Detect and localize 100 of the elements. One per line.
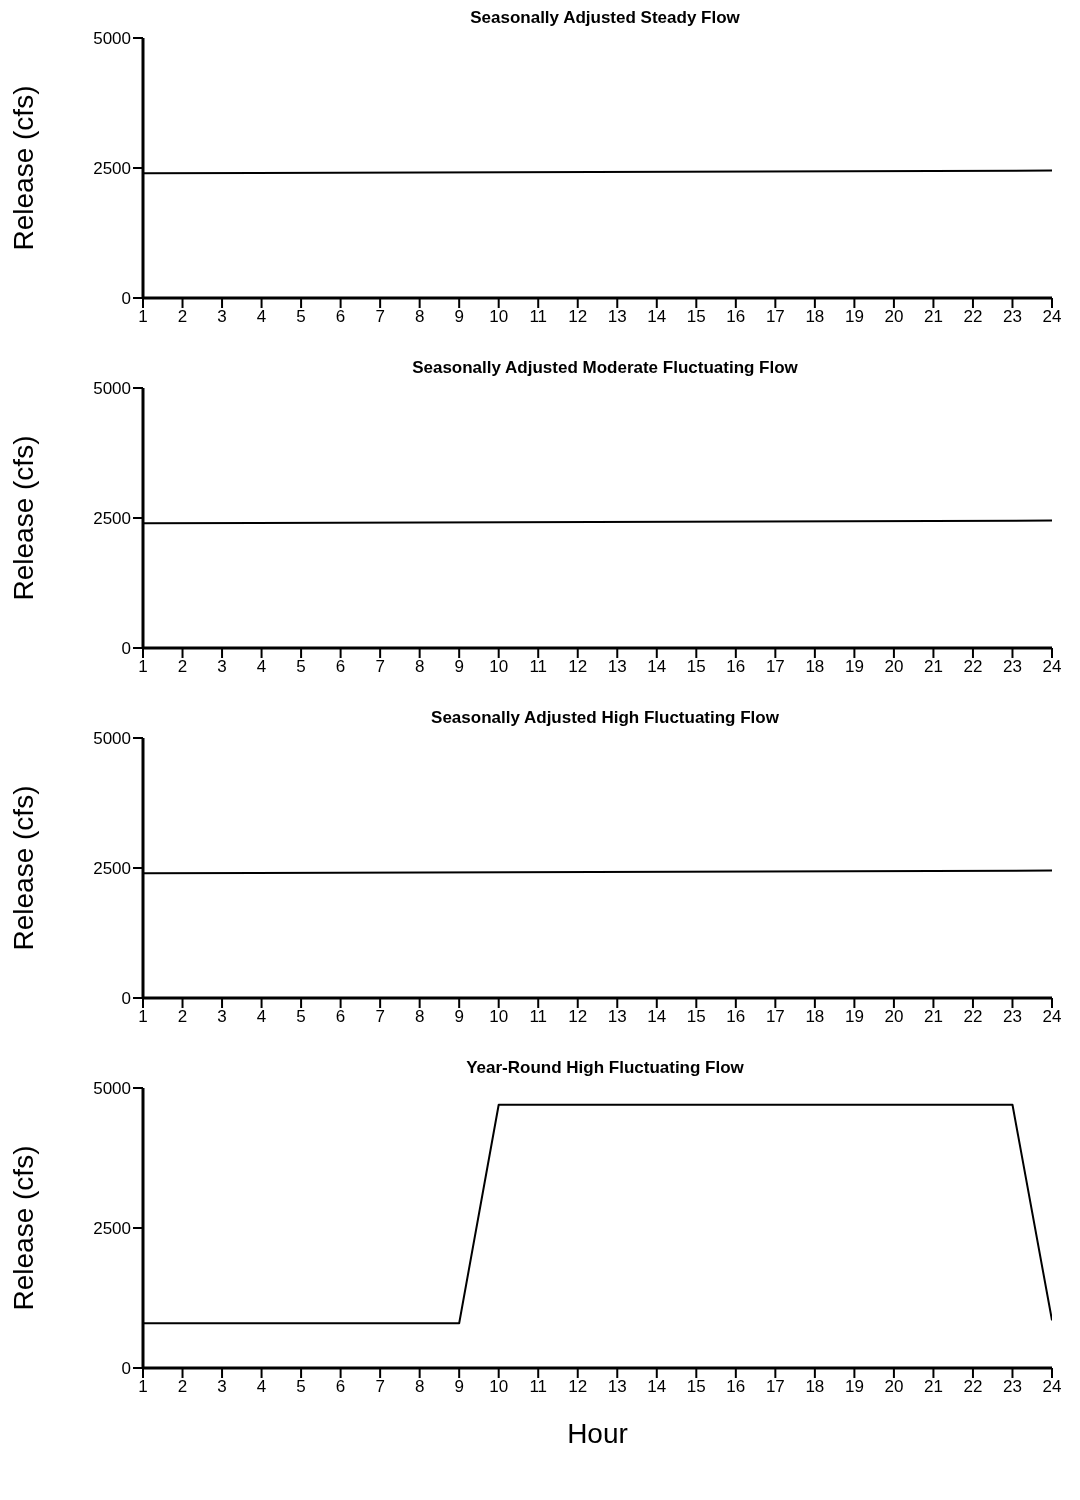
x-tick-label: 22 (963, 657, 983, 677)
y-axis-title: Release (cfs) (7, 785, 39, 951)
x-tick-label: 20 (884, 1007, 904, 1027)
x-tick-label: 21 (923, 307, 943, 327)
x-tick-label: 14 (647, 657, 667, 677)
x-tick-label: 18 (805, 307, 825, 327)
x-tick-label: 24 (1042, 307, 1062, 327)
x-tick-label: 15 (686, 1007, 706, 1027)
x-tick-label: 23 (1003, 657, 1022, 677)
x-tick-label: 22 (963, 1007, 983, 1027)
x-tick-label: 3 (217, 1007, 227, 1027)
y-axis-title: Release (cfs) (7, 1145, 39, 1311)
x-tick-label: 13 (607, 1377, 627, 1397)
x-tick-label: 7 (375, 307, 385, 327)
x-tick-label: 23 (1003, 307, 1022, 327)
x-tick-label: 4 (256, 657, 267, 677)
x-tick-label: 17 (765, 1007, 785, 1027)
x-tick-label: 9 (454, 1007, 464, 1027)
y-tick-label: 5000 (93, 379, 131, 399)
x-tick-label: 21 (923, 1007, 943, 1027)
y-tick-label: 0 (121, 289, 131, 309)
x-tick-label: 8 (414, 307, 425, 327)
x-tick-label: 12 (568, 1377, 588, 1397)
x-tick-label: 5 (296, 1007, 306, 1027)
x-tick-label: 12 (568, 657, 588, 677)
x-tick-label: 4 (256, 1007, 267, 1027)
x-tick-label: 9 (454, 657, 464, 677)
x-tick-label: 12 (568, 307, 588, 327)
y-tick-label: 2500 (93, 159, 131, 179)
y-tick-label: 2500 (93, 509, 131, 529)
x-tick-label: 18 (805, 1377, 825, 1397)
y-tick-label: 5000 (93, 29, 131, 49)
y-tick-label: 2500 (93, 1219, 131, 1239)
x-tick-label: 1 (138, 657, 148, 677)
x-tick-label: 16 (726, 657, 746, 677)
x-tick-label: 11 (529, 657, 548, 677)
chart-title: Year-Round High Fluctuating Flow (465, 1058, 745, 1078)
x-tick-label: 15 (686, 1377, 706, 1397)
x-tick-label: 16 (726, 307, 746, 327)
x-axis-title: Hour (567, 1418, 628, 1449)
x-tick-label: 12 (568, 1007, 588, 1027)
x-tick-label: 15 (686, 657, 706, 677)
x-tick-label: 14 (647, 307, 667, 327)
x-tick-label: 10 (489, 1007, 509, 1027)
x-tick-label: 14 (647, 1007, 667, 1027)
x-tick-label: 21 (923, 657, 943, 677)
x-tick-label: 9 (454, 307, 464, 327)
x-tick-label: 10 (489, 1377, 509, 1397)
y-tick-label: 0 (121, 1359, 131, 1379)
x-tick-label: 21 (923, 1377, 943, 1397)
x-tick-label: 13 (607, 1007, 627, 1027)
x-tick-label: 2 (177, 657, 188, 677)
y-axis-title: Release (cfs) (7, 85, 39, 251)
x-tick-label: 17 (765, 1377, 785, 1397)
x-tick-label: 10 (489, 307, 509, 327)
chart-title: Seasonally Adjusted Steady Flow (469, 8, 741, 28)
x-tick-label: 17 (765, 657, 785, 677)
x-tick-label: 3 (217, 657, 227, 677)
chart-title: Seasonally Adjusted Moderate Fluctuating Flow (411, 358, 799, 378)
x-tick-label: 8 (414, 657, 425, 677)
x-tick-label: 2 (177, 1377, 188, 1397)
y-axis-title: Release (cfs) (7, 435, 39, 601)
x-tick-label: 20 (884, 657, 904, 677)
x-tick-label: 23 (1003, 1377, 1022, 1397)
x-tick-label: 11 (529, 1007, 548, 1027)
x-tick-label: 16 (726, 1377, 746, 1397)
x-tick-label: 19 (844, 1377, 864, 1397)
x-tick-label: 24 (1042, 1377, 1062, 1397)
x-tick-label: 7 (375, 1377, 385, 1397)
x-tick-label: 17 (765, 307, 785, 327)
x-tick-label: 24 (1042, 657, 1062, 677)
x-tick-label: 9 (454, 1377, 464, 1397)
x-tick-label: 6 (335, 1007, 346, 1027)
x-tick-label: 5 (296, 1377, 306, 1397)
x-tick-label: 2 (177, 1007, 188, 1027)
x-tick-label: 4 (256, 307, 267, 327)
x-tick-label: 23 (1003, 1007, 1022, 1027)
x-tick-label: 16 (726, 1007, 746, 1027)
x-tick-label: 5 (296, 657, 306, 677)
x-tick-label: 24 (1042, 1007, 1062, 1027)
x-tick-label: 11 (529, 1377, 548, 1397)
x-tick-label: 20 (884, 307, 904, 327)
x-tick-label: 6 (335, 1377, 346, 1397)
x-tick-label: 6 (335, 307, 346, 327)
x-tick-label: 3 (217, 1377, 227, 1397)
x-tick-label: 19 (844, 1007, 864, 1027)
x-tick-label: 2 (177, 307, 188, 327)
x-tick-label: 1 (138, 1007, 148, 1027)
x-tick-label: 19 (844, 307, 864, 327)
y-tick-label: 5000 (93, 1079, 131, 1099)
x-tick-label: 19 (844, 657, 864, 677)
x-tick-label: 8 (414, 1377, 425, 1397)
x-tick-label: 14 (647, 1377, 667, 1397)
y-tick-label: 2500 (93, 859, 131, 879)
x-tick-label: 20 (884, 1377, 904, 1397)
x-tick-label: 6 (335, 657, 346, 677)
x-tick-label: 15 (686, 307, 706, 327)
x-tick-label: 13 (607, 657, 627, 677)
chart-title: Seasonally Adjusted High Fluctuating Flow (430, 708, 780, 728)
x-tick-label: 1 (138, 307, 148, 327)
